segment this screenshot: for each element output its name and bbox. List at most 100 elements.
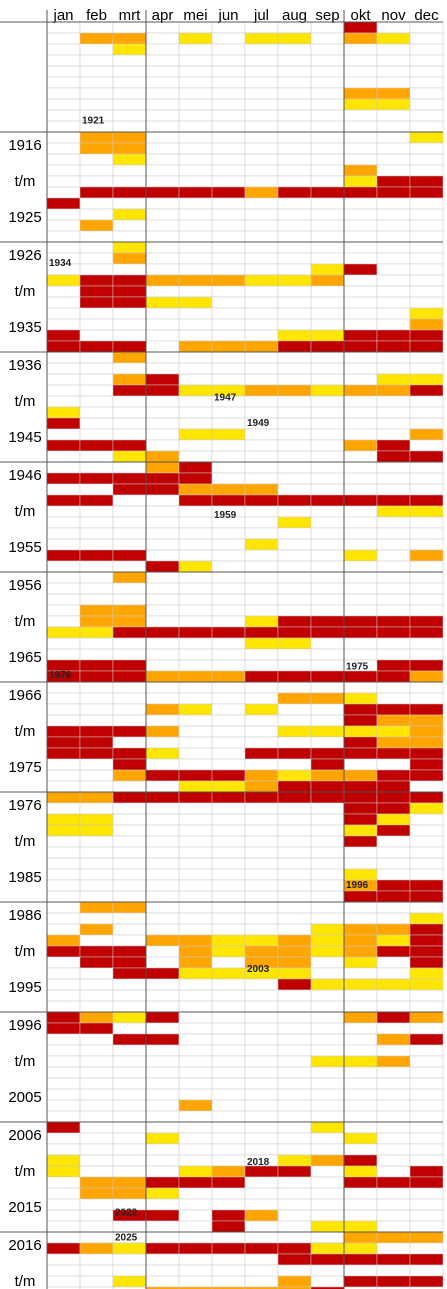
heatmap-cell — [310, 1121, 345, 1134]
heatmap-cell — [79, 1264, 114, 1277]
heatmap-cell — [79, 186, 114, 199]
heatmap-cell — [211, 934, 246, 947]
heatmap-cell — [376, 384, 411, 397]
heatmap-cell — [145, 351, 180, 364]
heatmap-cell — [46, 835, 81, 848]
heatmap-cell — [310, 571, 345, 584]
heatmap-cell — [112, 1275, 147, 1288]
heatmap-cell — [211, 76, 246, 89]
heatmap-cell — [145, 956, 180, 969]
heatmap-cell — [145, 1242, 180, 1255]
heatmap-cell — [79, 714, 114, 727]
heatmap-cell — [343, 208, 378, 221]
heatmap-cell — [310, 351, 345, 364]
heatmap-cell — [343, 780, 378, 793]
heatmap-cell — [277, 637, 312, 650]
heatmap-cell — [79, 659, 114, 672]
heatmap-cell — [145, 87, 180, 100]
heatmap-cell — [343, 142, 378, 155]
heatmap-cell — [112, 43, 147, 56]
heatmap-cell — [46, 714, 81, 727]
heatmap-cell — [343, 54, 378, 67]
heatmap-cell — [277, 747, 312, 760]
heatmap-cell — [343, 109, 378, 122]
heatmap-cell — [310, 1055, 345, 1068]
heatmap-cell — [277, 153, 312, 166]
heatmap-cell — [343, 98, 378, 111]
heatmap-cell — [343, 835, 378, 848]
heatmap-cell — [343, 923, 378, 936]
heatmap-cell — [277, 1209, 312, 1222]
heatmap-cell — [244, 1187, 279, 1200]
heatmap-cell — [277, 758, 312, 771]
heatmap-cell — [112, 274, 147, 287]
heatmap-cell — [145, 758, 180, 771]
heatmap-cell — [244, 1231, 279, 1244]
heatmap-cell — [178, 912, 213, 925]
heatmap-cell — [277, 1000, 312, 1013]
heatmap-cell — [409, 175, 444, 188]
heatmap-cell — [343, 1022, 378, 1035]
heatmap-cell — [343, 395, 378, 408]
heatmap-cell — [244, 1000, 279, 1013]
heatmap-cell — [145, 384, 180, 397]
heatmap-cell — [343, 461, 378, 474]
heatmap-cell — [79, 98, 114, 111]
column-header-jun: jun — [217, 7, 238, 24]
heatmap-cell — [376, 1187, 411, 1200]
heatmap-cell — [46, 538, 81, 551]
heatmap-cell — [46, 967, 81, 980]
heatmap-cell — [244, 813, 279, 826]
heatmap-cell — [277, 131, 312, 144]
heatmap-cell — [277, 813, 312, 826]
heatmap-cell — [244, 494, 279, 507]
heatmap-cell — [244, 1099, 279, 1112]
heatmap-cell — [376, 362, 411, 375]
heatmap-cell — [409, 736, 444, 749]
heatmap-cell — [145, 692, 180, 705]
heatmap-cell — [46, 329, 81, 342]
heatmap-cell — [310, 428, 345, 441]
heatmap-cell — [46, 175, 81, 188]
heatmap-cell — [244, 1110, 279, 1123]
heatmap-cell — [409, 1165, 444, 1178]
heatmap-cell — [112, 681, 147, 694]
heatmap-cell — [112, 120, 147, 133]
heatmap-cell — [310, 923, 345, 936]
heatmap-cell — [310, 1154, 345, 1167]
year-annotation: 2003 — [247, 964, 270, 975]
heatmap-cell — [178, 197, 213, 210]
decade-label-mid: t/m — [15, 173, 36, 190]
heatmap-cell — [244, 725, 279, 738]
heatmap-cell — [409, 989, 444, 1002]
heatmap-cell — [178, 494, 213, 507]
heatmap-cell — [178, 736, 213, 749]
heatmap-cell — [46, 318, 81, 331]
heatmap-cell — [343, 516, 378, 529]
heatmap-cell — [343, 714, 378, 727]
heatmap-cell — [409, 1176, 444, 1189]
heatmap-cell — [211, 549, 246, 562]
heatmap-cell — [409, 351, 444, 364]
heatmap-cell — [244, 230, 279, 243]
heatmap-cell — [244, 681, 279, 694]
heatmap-cell — [211, 956, 246, 969]
heatmap-cell — [409, 1044, 444, 1057]
heatmap-cell — [409, 582, 444, 595]
heatmap-cell — [79, 769, 114, 782]
heatmap-cell — [145, 549, 180, 562]
heatmap-cell — [145, 824, 180, 837]
heatmap-cell — [310, 241, 345, 254]
heatmap-cell — [178, 703, 213, 716]
heatmap-cell — [211, 692, 246, 705]
heatmap-cell — [343, 76, 378, 89]
heatmap-cell — [79, 43, 114, 56]
heatmap-cell — [244, 296, 279, 309]
heatmap-cell — [178, 934, 213, 947]
heatmap-cell — [343, 1088, 378, 1101]
heatmap-cell — [310, 1253, 345, 1266]
heatmap-cell — [343, 549, 378, 562]
heatmap-cell — [46, 87, 81, 100]
heatmap-cell — [211, 329, 246, 342]
heatmap-cell — [112, 659, 147, 672]
